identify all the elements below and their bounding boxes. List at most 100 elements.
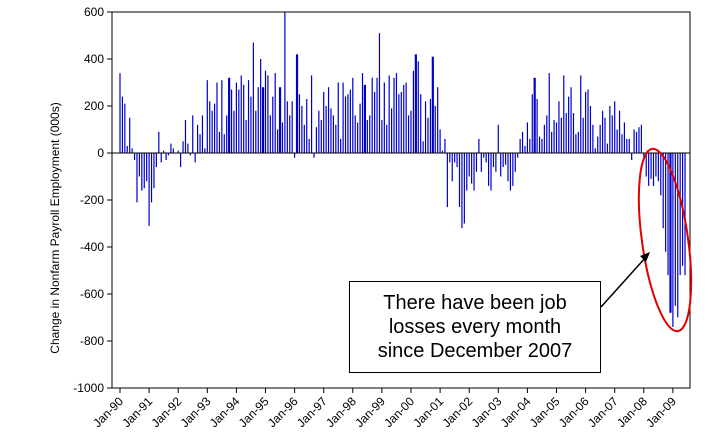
y-tick-label: -200 bbox=[80, 193, 104, 207]
bar-2002-8 bbox=[485, 153, 487, 163]
x-tick-label: Jan-94 bbox=[207, 394, 243, 430]
bar-1992-7 bbox=[192, 115, 194, 153]
bar-1992-9 bbox=[197, 124, 199, 153]
bar-2001-8 bbox=[456, 153, 458, 168]
bar-2000-5 bbox=[420, 94, 422, 153]
bar-1992-3 bbox=[182, 141, 184, 153]
bar-1992-6 bbox=[189, 153, 191, 156]
bar-2007-10 bbox=[635, 131, 638, 153]
bar-1991-9 bbox=[167, 153, 170, 156]
bar-2003-3 bbox=[502, 153, 504, 168]
bar-2005-4 bbox=[563, 75, 565, 153]
bar-2009-6 bbox=[684, 153, 686, 276]
bar-2006-6 bbox=[597, 136, 599, 153]
bar-1991-8 bbox=[165, 153, 167, 161]
bar-2009-3 bbox=[677, 153, 679, 318]
bar-2004-9 bbox=[546, 115, 548, 153]
bar-1997-1 bbox=[323, 91, 325, 153]
bar-1991-10 bbox=[170, 143, 172, 153]
x-tick-label: Jan-08 bbox=[614, 394, 650, 430]
bar-1996-11 bbox=[318, 110, 320, 153]
bar-2001-4 bbox=[446, 153, 448, 208]
bar-1994-8 bbox=[252, 42, 254, 153]
bar-1998-1 bbox=[352, 77, 354, 153]
x-tick-label: Jan-05 bbox=[527, 394, 563, 430]
bar-2006-9 bbox=[604, 117, 606, 153]
bar-2007-3 bbox=[618, 110, 621, 153]
bar-1999-3 bbox=[386, 124, 388, 153]
bar-2000-1 bbox=[410, 110, 412, 153]
bar-1998-11 bbox=[376, 77, 378, 153]
bar-2007-8 bbox=[631, 153, 633, 161]
bar-1994-2 bbox=[238, 89, 240, 153]
bar-2004-7 bbox=[541, 138, 543, 153]
bar-2008-5 bbox=[652, 153, 655, 186]
x-tick-label: Jan-07 bbox=[585, 394, 621, 430]
bar-2000-7 bbox=[424, 101, 427, 153]
bar-2001-10 bbox=[461, 153, 463, 229]
bar-1994-12 bbox=[261, 87, 265, 153]
bar-2001-6 bbox=[451, 153, 453, 182]
y-tick-label: 200 bbox=[84, 99, 104, 113]
bar-2000-10 bbox=[431, 56, 434, 153]
bar-1999-7 bbox=[395, 73, 398, 153]
bar-1997-10 bbox=[344, 96, 347, 153]
bar-1999-2 bbox=[383, 82, 385, 153]
x-tick-label: Jan-99 bbox=[352, 394, 388, 430]
bar-2006-1 bbox=[585, 91, 587, 153]
bar-2008-7 bbox=[657, 153, 659, 182]
bar-2002-12 bbox=[495, 153, 497, 172]
bar-2000-4 bbox=[417, 61, 419, 153]
bar-1995-3 bbox=[269, 115, 271, 153]
bar-2004-1 bbox=[526, 122, 528, 153]
bar-2003-12 bbox=[524, 145, 526, 153]
bar-1993-5 bbox=[216, 82, 218, 153]
bar-1993-1 bbox=[206, 80, 208, 153]
bar-1990-8 bbox=[136, 153, 138, 203]
bar-1997-2 bbox=[325, 106, 327, 153]
bar-1997-7 bbox=[337, 82, 339, 153]
bar-2001-7 bbox=[454, 153, 456, 163]
bar-2006-5 bbox=[594, 148, 596, 153]
x-tick-label: Jan-96 bbox=[265, 394, 301, 430]
bar-2005-2 bbox=[558, 101, 560, 153]
bar-1993-7 bbox=[221, 80, 223, 153]
bar-2008-3 bbox=[648, 153, 650, 186]
x-tick-label: Jan-00 bbox=[381, 394, 417, 430]
bar-1993-4 bbox=[213, 103, 216, 153]
bar-1996-8 bbox=[310, 75, 313, 153]
y-axis-label: Change in Nonfarm Payroll Employment (00… bbox=[48, 102, 62, 353]
bar-1992-4 bbox=[184, 120, 187, 153]
bar-1991-2 bbox=[150, 153, 153, 203]
bar-2003-5 bbox=[507, 153, 509, 182]
bar-1998-4 bbox=[359, 103, 361, 153]
bar-2006-11 bbox=[609, 106, 611, 153]
bar-1998-12 bbox=[378, 33, 381, 153]
annotation-line-1: There have been job bbox=[383, 292, 567, 314]
bar-1996-7 bbox=[308, 138, 310, 153]
bar-1995-11 bbox=[289, 115, 291, 153]
bar-2008-2 bbox=[645, 153, 647, 177]
bar-1990-10 bbox=[141, 153, 143, 191]
bar-1995-12 bbox=[291, 101, 293, 153]
y-tick-label: -1000 bbox=[73, 381, 104, 395]
annotation-line-3: since December 2007 bbox=[377, 340, 573, 362]
bar-1998-10 bbox=[374, 91, 376, 153]
bar-2001-2 bbox=[441, 150, 444, 153]
bar-2009-2 bbox=[674, 153, 676, 306]
bar-1990-11 bbox=[143, 153, 145, 189]
bar-2005-5 bbox=[565, 113, 567, 153]
x-tick-label: Jan-03 bbox=[469, 394, 505, 430]
annotation-line-2: losses every month bbox=[388, 316, 562, 338]
bar-1990-6 bbox=[131, 148, 133, 153]
bar-2008-12 bbox=[669, 153, 672, 313]
annotation-arrowhead bbox=[640, 252, 650, 262]
bar-2005-1 bbox=[555, 122, 558, 153]
bar-2007-2 bbox=[616, 129, 618, 153]
bar-1997-6 bbox=[335, 124, 337, 153]
bar-1999-11 bbox=[405, 82, 407, 153]
y-tick-label: 0 bbox=[97, 146, 104, 160]
bar-2007-12 bbox=[640, 124, 642, 153]
bar-2002-6 bbox=[480, 153, 482, 172]
y-axis-ticks: 600 400 200 0 -200 -400 -600 -800 -1000 bbox=[73, 5, 112, 395]
